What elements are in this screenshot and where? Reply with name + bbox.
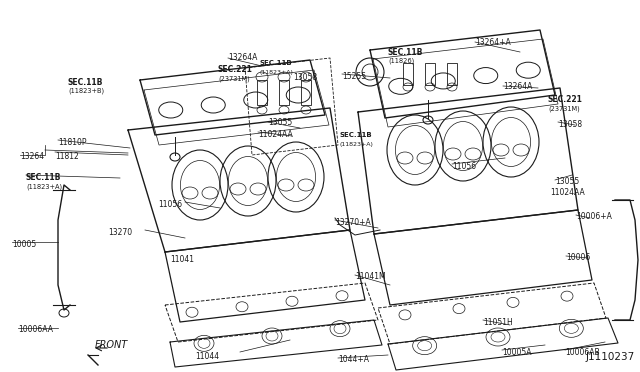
Text: 11051H: 11051H [483,318,513,327]
Text: 10006: 10006 [566,253,590,262]
Text: 10006AA: 10006AA [18,325,53,334]
Text: 13055: 13055 [555,177,579,186]
Text: SEC.11B: SEC.11B [68,78,104,87]
Text: 13055: 13055 [268,118,292,127]
Text: (11823+A): (11823+A) [260,70,294,75]
Text: SEC.11B: SEC.11B [388,48,424,57]
Text: 10005A: 10005A [502,348,531,357]
Text: 11024AA: 11024AA [550,188,585,197]
Text: 11044: 11044 [195,352,219,361]
Text: (23731M): (23731M) [548,105,580,112]
Text: 11041M: 11041M [355,272,386,281]
Text: (11823+A): (11823+A) [340,142,374,147]
Text: 13058: 13058 [558,120,582,129]
Text: 10006+A: 10006+A [576,212,612,221]
Text: J1110237: J1110237 [586,352,635,362]
Text: 11041: 11041 [170,255,194,264]
Text: SEC.221: SEC.221 [548,95,583,104]
Text: 13264: 13264 [20,152,44,161]
Bar [257,80,267,105]
Text: 11024AA: 11024AA [258,130,292,139]
Bar [403,63,413,85]
Text: SEC.11B: SEC.11B [340,132,372,138]
Text: 13264A: 13264A [228,53,257,62]
Text: SEC.11B: SEC.11B [260,60,292,66]
Bar [425,63,435,85]
Text: (11826): (11826) [388,58,414,64]
Text: 10005: 10005 [12,240,36,249]
Text: 13264A: 13264A [503,82,532,91]
Text: (23731M): (23731M) [218,75,250,81]
Text: (11823+A): (11823+A) [26,183,62,189]
Text: 13058: 13058 [293,73,317,82]
Bar [301,80,311,105]
Text: 11810P: 11810P [58,138,86,147]
Text: FRONT: FRONT [95,340,128,350]
Text: 15255: 15255 [342,72,366,81]
Text: 11056: 11056 [452,162,476,171]
Text: 10006AB: 10006AB [565,348,600,357]
Text: 11056: 11056 [158,200,182,209]
Text: 13270+A: 13270+A [335,218,371,227]
Bar [447,63,457,85]
Text: 11812: 11812 [55,152,79,161]
Bar [279,80,289,105]
Text: 1044+A: 1044+A [338,355,369,364]
Text: SEC.221: SEC.221 [218,65,253,74]
Text: 13270: 13270 [108,228,132,237]
Text: (11823+B): (11823+B) [68,88,104,94]
Text: 13264+A: 13264+A [475,38,511,47]
Text: SEC.11B: SEC.11B [26,173,61,182]
